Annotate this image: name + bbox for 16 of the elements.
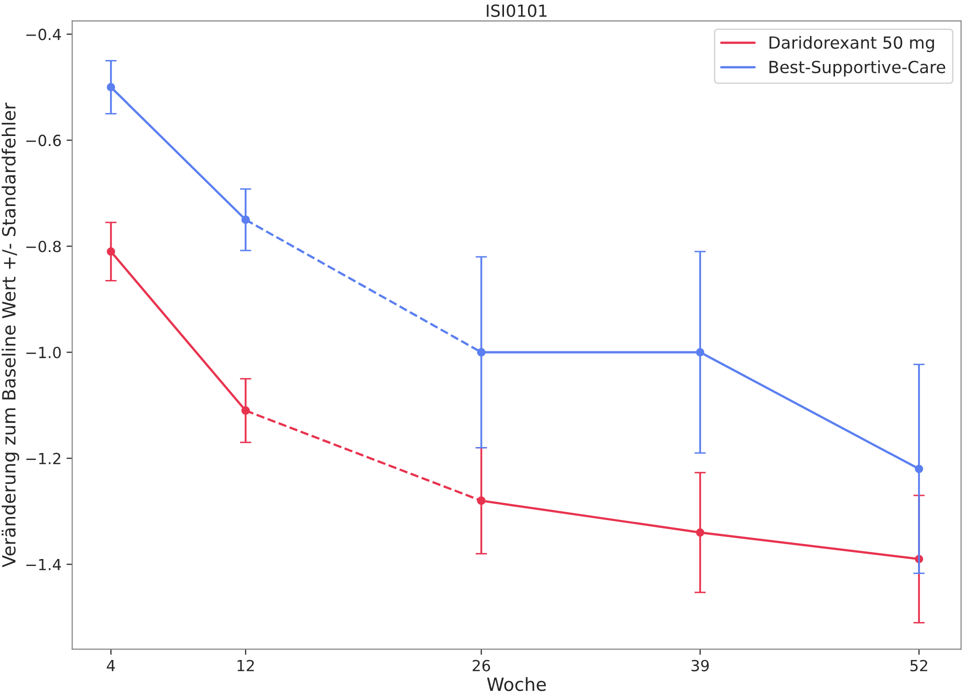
x-tick-label: 52 [910,660,928,672]
y-tick-label: −0.8 [26,240,61,252]
y-tick-label: −1.2 [26,452,60,464]
x-tick-label: 12 [238,660,254,672]
chart-title: ISI0101 [486,4,547,18]
y-tick-label: −1.0 [26,346,61,358]
x-tick-label: 26 [472,660,490,672]
x-tick-label: 4 [106,660,115,672]
legend-label: Daridorexant 50 mg [770,36,934,52]
y-tick-label: −1.4 [26,558,61,570]
x-axis-title: Woche [487,677,546,692]
y-tick-label: −0.4 [26,28,61,40]
y-tick-label: −0.6 [26,134,61,146]
y-axis-title: Veränderung zum Baseline Wert +/- Standardfehler [2,102,20,568]
legend-label: Best-Supportive-Care [770,60,946,77]
x-tick-label: 39 [692,660,709,672]
